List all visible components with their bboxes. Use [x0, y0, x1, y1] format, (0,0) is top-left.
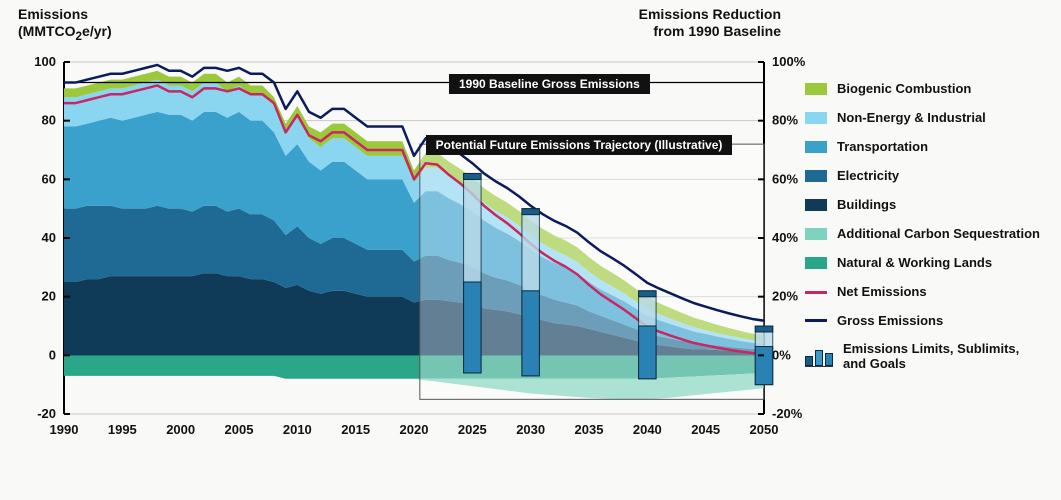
legend-item: Electricity: [805, 169, 1045, 184]
svg-text:80%: 80%: [772, 113, 798, 128]
svg-text:40: 40: [42, 230, 56, 245]
legend-swatch: [805, 228, 827, 240]
svg-text:2050: 2050: [750, 422, 779, 437]
legend-label: Gross Emissions: [837, 314, 943, 329]
legend-label: Natural & Working Lands: [837, 256, 992, 271]
svg-text:2045: 2045: [691, 422, 720, 437]
chart-plot-area: -20020406080100-20%0%20%40%60%80%100%199…: [64, 62, 764, 442]
svg-text:-20: -20: [37, 406, 56, 421]
legend-swatch: [805, 83, 827, 95]
legend-swatch: [805, 257, 827, 269]
legend-swatch: [805, 170, 827, 182]
svg-text:2035: 2035: [575, 422, 604, 437]
legend-label: Transportation: [837, 140, 928, 155]
future-box-annotation: Potential Future Emissions Trajectory (I…: [426, 135, 733, 155]
legend-label: Emissions Limits, Sublimits, and Goals: [843, 342, 1045, 372]
svg-text:2000: 2000: [166, 422, 195, 437]
chart-svg: -20020406080100-20%0%20%40%60%80%100%199…: [64, 62, 764, 442]
y-axis-title-right: Emissions Reduction from 1990 Baseline: [581, 6, 781, 40]
svg-text:1995: 1995: [108, 422, 137, 437]
legend-label: Additional Carbon Sequestration: [837, 227, 1040, 242]
chart-figure: Emissions (MMTCO2e/yr) Emissions Reducti…: [0, 0, 1061, 500]
legend-swatch: [805, 199, 827, 211]
svg-text:40%: 40%: [772, 230, 798, 245]
legend-item: Net Emissions: [805, 285, 1045, 300]
legend-item: Biogenic Combustion: [805, 82, 1045, 97]
svg-text:80: 80: [42, 113, 56, 128]
legend-swatch: [805, 291, 827, 294]
svg-text:2015: 2015: [341, 422, 370, 437]
y-axis-title-left: Emissions (MMTCO2e/yr): [18, 6, 112, 44]
svg-text:20: 20: [42, 289, 56, 304]
svg-text:20%: 20%: [772, 289, 798, 304]
title-left-line2: (MMTCO: [18, 23, 76, 39]
baseline-annotation: 1990 Baseline Gross Emissions: [449, 74, 650, 94]
svg-text:1990: 1990: [50, 422, 79, 437]
legend-swatch: [805, 319, 827, 322]
svg-text:2030: 2030: [516, 422, 545, 437]
legend-item: Buildings: [805, 198, 1045, 213]
title-right-line2: from 1990 Baseline: [653, 23, 781, 39]
svg-text:2020: 2020: [400, 422, 429, 437]
svg-text:0%: 0%: [772, 347, 791, 362]
svg-text:-20%: -20%: [772, 406, 803, 421]
svg-text:100%: 100%: [772, 54, 806, 69]
legend-swatch: [805, 112, 827, 124]
legend-item: Transportation: [805, 140, 1045, 155]
legend-label: Biogenic Combustion: [837, 82, 971, 97]
svg-text:60: 60: [42, 171, 56, 186]
chart-legend: Biogenic Combustion Non-Energy & Industri…: [805, 82, 1045, 386]
legend-item: Gross Emissions: [805, 314, 1045, 329]
title-right-line1: Emissions Reduction: [639, 6, 781, 22]
legend-item: Natural & Working Lands: [805, 256, 1045, 271]
svg-text:2005: 2005: [225, 422, 254, 437]
legend-label: Buildings: [837, 198, 896, 213]
svg-text:0: 0: [49, 347, 56, 362]
legend-label: Non-Energy & Industrial: [837, 111, 986, 126]
svg-text:100: 100: [34, 54, 56, 69]
svg-text:2010: 2010: [283, 422, 312, 437]
legend-item: Emissions Limits, Sublimits, and Goals: [805, 342, 1045, 372]
svg-text:2040: 2040: [633, 422, 662, 437]
title-left-line1: Emissions: [18, 6, 88, 22]
svg-text:2025: 2025: [458, 422, 487, 437]
title-left-tail: e/yr): [82, 23, 112, 39]
legend-item: Additional Carbon Sequestration: [805, 227, 1045, 242]
legend-label: Electricity: [837, 169, 899, 184]
legend-label: Net Emissions: [837, 285, 927, 300]
svg-text:60%: 60%: [772, 171, 798, 186]
legend-item: Non-Energy & Industrial: [805, 111, 1045, 126]
legend-swatch: [805, 141, 827, 153]
legend-swatch: [805, 347, 833, 367]
